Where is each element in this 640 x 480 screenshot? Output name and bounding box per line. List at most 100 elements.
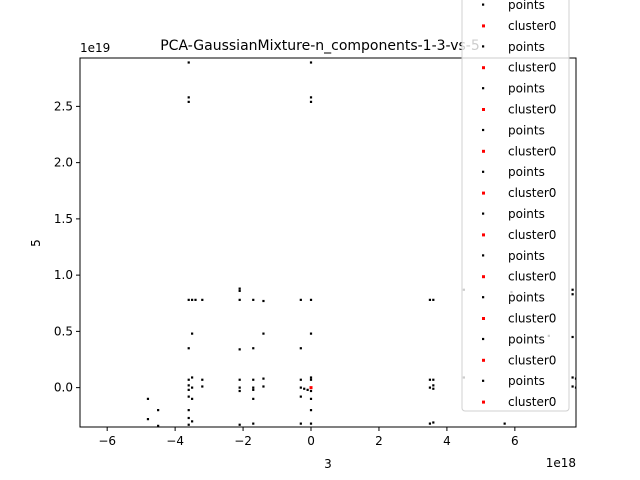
data-point-points-44 — [571, 376, 574, 379]
legend-label: cluster0 — [508, 353, 556, 367]
data-point-points-9 — [191, 298, 194, 301]
data-point-points-11 — [201, 298, 204, 301]
x-tick-label: 0 — [307, 434, 315, 448]
legend-marker — [482, 87, 485, 90]
data-point-points-18 — [432, 298, 435, 301]
data-point-points-40 — [309, 378, 313, 381]
legend-marker — [482, 128, 485, 132]
data-point-points-56 — [303, 387, 306, 390]
x-tick-label: −2 — [234, 434, 252, 448]
legend-marker — [482, 296, 485, 299]
data-point-points-65 — [146, 397, 150, 400]
data-point-points-38 — [299, 378, 302, 381]
data-point-points-39 — [309, 376, 313, 379]
data-point-points-5 — [309, 100, 313, 103]
x-axis-label: 3 — [324, 457, 332, 471]
data-point-points-61 — [432, 387, 435, 390]
legend-label: cluster0 — [508, 186, 556, 200]
data-point-points-81 — [299, 422, 302, 425]
data-point-points-37 — [262, 377, 265, 380]
legend-marker — [482, 212, 485, 215]
data-point-points-46 — [187, 384, 190, 387]
data-point-points-52 — [252, 386, 255, 389]
data-point-points-13 — [252, 298, 255, 301]
data-point-points-55 — [299, 386, 302, 389]
data-point-points-12 — [238, 298, 241, 301]
legend-label: points — [508, 0, 545, 12]
data-point-points-71 — [157, 409, 160, 412]
legend-label: cluster0 — [508, 103, 556, 117]
data-point-points-42 — [432, 378, 435, 381]
data-point-points-60 — [428, 386, 432, 389]
legend-label: points — [508, 374, 545, 388]
legend-label: cluster0 — [508, 395, 556, 409]
legend-label: points — [508, 165, 545, 179]
data-point-points-31 — [299, 347, 302, 350]
data-point-points-25 — [309, 332, 313, 335]
data-point-points-82 — [309, 422, 313, 425]
x-axis-ticks: −6 −4 −2 0 2 4 6 — [98, 427, 519, 448]
legend-label: points — [508, 82, 545, 96]
legend-label: points — [508, 40, 545, 54]
legend-marker — [482, 400, 485, 404]
data-point-points-77 — [157, 424, 160, 427]
data-point-points-49 — [201, 385, 204, 388]
data-point-points-74 — [146, 418, 150, 421]
legend-marker — [482, 45, 485, 48]
data-point-points-50 — [238, 386, 241, 389]
legend: points cluster0 points cluster0 points cluste… — [461, 0, 570, 412]
data-point-points-28 — [187, 347, 190, 350]
legend-marker — [482, 317, 485, 320]
data-point-points-48 — [187, 388, 190, 391]
data-point-points-35 — [238, 378, 241, 381]
data-point-points-30 — [252, 347, 255, 350]
data-point-points-7 — [238, 289, 241, 292]
data-point-points-79 — [238, 423, 241, 426]
y-tick-label: 2.0 — [54, 156, 73, 170]
legend-marker — [482, 66, 485, 70]
legend-label: points — [508, 249, 545, 263]
data-point-points-70 — [309, 397, 313, 400]
data-point-points-67 — [191, 397, 194, 400]
legend-marker — [482, 149, 485, 153]
data-point-points-78 — [187, 423, 190, 426]
data-point-points-69 — [299, 395, 302, 398]
data-point-points-76 — [191, 420, 194, 423]
data-point-points-63 — [571, 385, 574, 388]
chart-title: PCA-GaussianMixture-n_components-1-3-vs-… — [160, 38, 480, 54]
data-point-points-62 — [432, 384, 435, 387]
data-point-points-8 — [187, 298, 190, 301]
legend-label: points — [508, 332, 545, 346]
legend-label: cluster0 — [508, 228, 556, 242]
data-point-points-59 — [309, 389, 313, 393]
x-tick-label: 6 — [511, 434, 519, 448]
data-point-points-22 — [571, 293, 574, 296]
legend-label: cluster0 — [508, 270, 556, 284]
data-point-points-45 — [574, 377, 576, 380]
y-tick-label: 0.5 — [54, 324, 73, 338]
data-point-points-53 — [252, 388, 255, 391]
data-point-points-75 — [187, 416, 190, 420]
legend-marker — [482, 254, 485, 257]
data-point-points-33 — [187, 378, 190, 381]
data-point-points-10 — [194, 298, 197, 301]
data-point-points-73 — [309, 409, 313, 412]
data-point-points-3 — [309, 61, 313, 64]
data-point-points-24 — [262, 332, 265, 335]
legend-marker — [482, 337, 485, 341]
plot-area — [146, 61, 576, 427]
data-point-points-0 — [187, 61, 190, 64]
legend-marker — [482, 233, 485, 237]
legend-label: cluster0 — [508, 312, 556, 326]
data-point-points-29 — [238, 348, 241, 351]
y-tick-label: 1.0 — [54, 268, 73, 282]
y-tick-label: 2.5 — [54, 99, 73, 113]
data-point-points-32 — [191, 376, 194, 379]
x-tick-label: 2 — [375, 434, 383, 448]
data-point-points-36 — [252, 378, 255, 381]
data-point-points-68 — [252, 397, 255, 400]
y-axis-label: 5 — [29, 239, 43, 247]
data-point-points-51 — [238, 389, 241, 393]
data-point-points-54 — [262, 385, 265, 388]
y-tick-label: 0.0 — [54, 381, 73, 395]
